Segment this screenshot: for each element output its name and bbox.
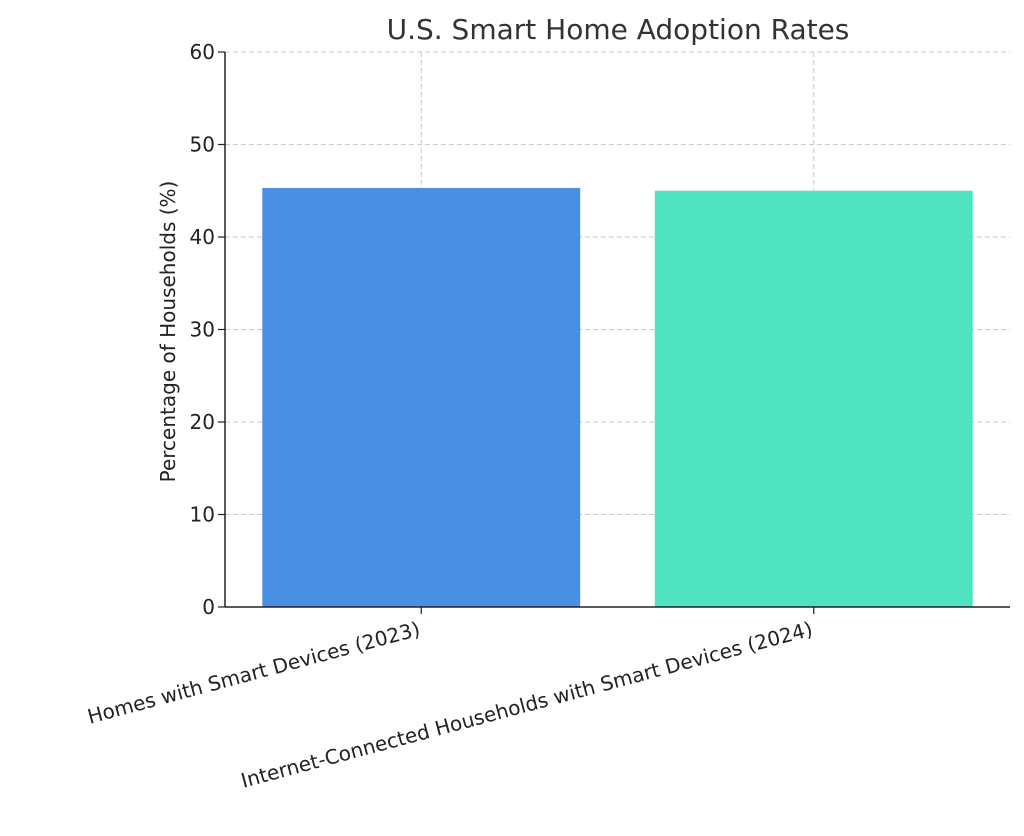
- x-axis-ticks: Homes with Smart Devices (2023)Internet-…: [85, 607, 815, 793]
- y-tick-label: 10: [190, 503, 215, 527]
- y-tick-label: 40: [190, 225, 215, 249]
- y-tick-label: 30: [190, 318, 215, 342]
- y-axis-ticks: 0 10 20 30 40 50 60: [190, 40, 225, 619]
- y-tick-label: 0: [202, 595, 215, 619]
- x-tick-label: Homes with Smart Devices (2023): [85, 617, 423, 729]
- bar-2: [654, 190, 973, 607]
- y-tick-label: 50: [190, 133, 215, 157]
- y-tick-label: 60: [190, 40, 215, 64]
- chart-title: U.S. Smart Home Adoption Rates: [387, 13, 850, 46]
- y-tick-label: 20: [190, 410, 215, 434]
- bar-1: [262, 187, 581, 607]
- bars: [262, 187, 973, 607]
- y-axis-label: Percentage of Households (%): [156, 181, 180, 483]
